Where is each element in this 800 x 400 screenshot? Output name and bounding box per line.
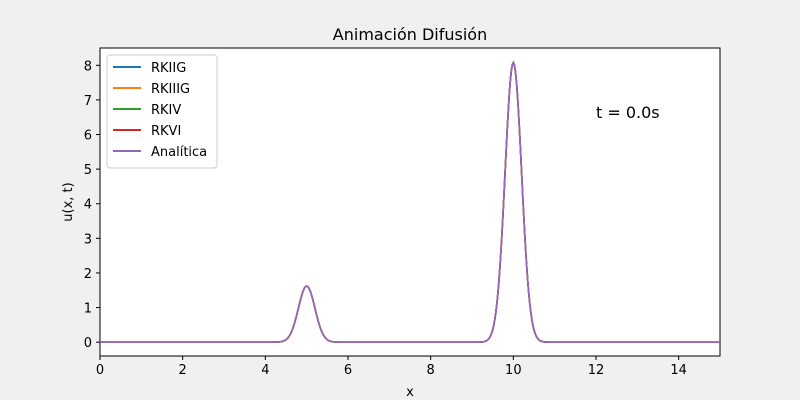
x-tick-label: 10	[505, 363, 522, 378]
legend-label: RKIIG	[151, 61, 186, 76]
chart-title: Animación Difusión	[333, 25, 487, 44]
legend-box	[106, 54, 218, 169]
y-tick-label: 6	[84, 129, 92, 144]
y-tick-label: 2	[84, 267, 92, 282]
x-tick-label: 8	[427, 363, 435, 378]
legend-label: RKIV	[151, 103, 181, 118]
legend: RKIIG RKIIIG RKIV RKVI Analítica	[106, 54, 218, 169]
series-line-anal-tica	[100, 60, 720, 343]
y-tick-label: 1	[84, 302, 92, 317]
x-tick-label: 6	[344, 363, 352, 378]
y-tick-label: 5	[84, 163, 92, 178]
legend-label: Analítica	[151, 145, 207, 160]
x-axis-label: x	[406, 385, 414, 400]
y-tick-label: 3	[84, 232, 92, 247]
legend-label: RKVI	[151, 124, 181, 139]
y-tick-label: 7	[84, 94, 92, 109]
y-tick-label: 0	[84, 336, 92, 351]
y-tick-label: 8	[84, 59, 92, 74]
series-lines	[100, 60, 720, 343]
legend-label: RKIIIG	[151, 82, 190, 97]
x-tick-label: 12	[588, 363, 605, 378]
time-annotation: t = 0.0s	[596, 103, 660, 122]
y-axis-label: u(x, t)	[61, 182, 76, 221]
x-tick-label: 4	[261, 363, 269, 378]
x-tick-label: 2	[179, 363, 187, 378]
x-tick-label: 14	[670, 363, 687, 378]
y-tick-label: 4	[84, 198, 92, 213]
x-tick-label: 0	[96, 363, 104, 378]
